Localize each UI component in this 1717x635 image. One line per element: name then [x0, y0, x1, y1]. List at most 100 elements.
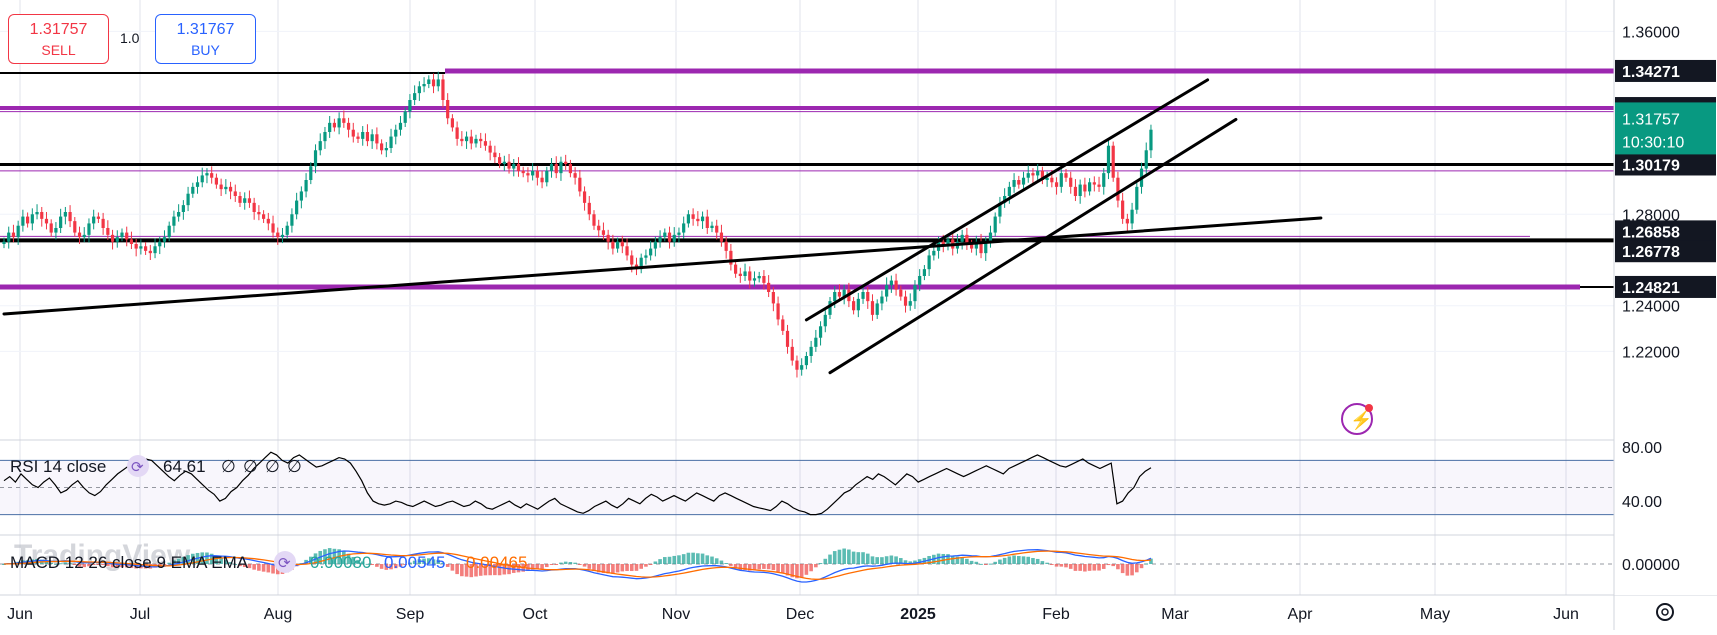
macd-hist-bar	[205, 552, 209, 564]
trendline-2[interactable]	[828, 117, 1238, 375]
alert-icon[interactable]: ⚡	[1341, 403, 1373, 435]
buy-button[interactable]: 1.31767 BUY	[155, 14, 256, 64]
candle	[719, 224, 724, 247]
macd-hist-bar	[1120, 564, 1125, 574]
candle	[63, 206, 67, 225]
macd-title: MACD 12 26 close 9 EMA EMA	[10, 553, 249, 572]
macd-hist-bar	[814, 564, 818, 568]
candle	[1135, 182, 1139, 214]
time-axis[interactable]: Jun Jul Aug Sep Oct Nov Dec 2025 Feb Mar Apr May Jun	[7, 603, 1674, 623]
candle	[73, 217, 77, 237]
sell-button[interactable]: 1.31757 SELL	[8, 14, 109, 64]
candle	[413, 85, 417, 106]
candle	[965, 228, 969, 250]
rsi-settings-icon[interactable]: ⟳	[127, 455, 149, 477]
macd-hist-bar	[785, 564, 790, 576]
trendline-1[interactable]	[804, 78, 1210, 322]
candle	[271, 215, 275, 238]
candle	[880, 290, 884, 311]
macd-hist-bar	[1064, 564, 1068, 568]
macd-hist-bar	[776, 564, 780, 572]
candle	[384, 142, 388, 158]
candle	[1012, 173, 1016, 193]
macd-hist-bar	[238, 564, 242, 567]
rsi-pane[interactable]	[0, 451, 1614, 516]
macd-hist-bar	[360, 561, 365, 564]
trendlines[interactable]	[2, 78, 1323, 375]
macd-hist-bar	[1012, 555, 1016, 564]
candle	[92, 209, 96, 230]
macd-hist-bar	[96, 564, 101, 565]
trendline-0[interactable]	[2, 216, 1323, 316]
candle	[998, 196, 1002, 224]
candle	[398, 116, 403, 136]
candle	[535, 165, 539, 186]
macd-hist-bar	[889, 555, 894, 564]
candle	[446, 93, 450, 125]
candle	[153, 238, 157, 259]
macd-hist-bar	[799, 564, 804, 578]
macd-hist-bar	[304, 559, 308, 564]
price-axis[interactable]: 1.360001.280001.240001.220001.342711.326…	[1613, 0, 1717, 630]
candle	[328, 116, 332, 138]
macd-hist-bar	[110, 564, 115, 568]
macd-hist-bar	[733, 564, 738, 569]
macd-hist-bar	[757, 564, 761, 570]
candle	[106, 220, 110, 240]
macd-hist-bar	[167, 562, 171, 564]
macd-hist-bar	[87, 564, 91, 567]
macd-hist-value: 0.00080	[310, 553, 371, 572]
macd-hist-bar	[535, 564, 540, 570]
macd-hist-bar	[578, 564, 582, 565]
macd-hist-bar	[842, 548, 846, 564]
macd-hist-bar	[228, 562, 233, 564]
macd-hist-bar	[1087, 564, 1092, 571]
candle	[1092, 176, 1096, 192]
macd-hist-bar	[634, 564, 639, 571]
gear-icon[interactable]	[1656, 603, 1674, 621]
macd-settings-icon[interactable]: ⟳	[274, 551, 296, 573]
macd-pane[interactable]	[0, 548, 1614, 583]
candle	[752, 271, 757, 287]
candle	[531, 163, 535, 181]
candle	[285, 221, 289, 239]
macd-hist-bar	[162, 564, 167, 565]
macd-hist-bar	[1035, 558, 1040, 564]
candle	[771, 286, 775, 312]
order-quantity[interactable]: 1.0	[120, 30, 140, 46]
macd-hist-bar	[54, 563, 58, 565]
level-price-tag	[1615, 275, 1716, 298]
candle	[11, 224, 16, 243]
candle	[427, 75, 431, 89]
macd-hist-bar	[653, 561, 658, 564]
macd-hist-bar	[894, 556, 898, 564]
candle	[852, 297, 856, 315]
candle	[1036, 164, 1040, 182]
macd-hist-bar	[393, 564, 398, 569]
macd-hist-bar	[445, 564, 450, 567]
candlestick-series[interactable]	[2, 71, 1153, 378]
macd-hist-bar	[974, 561, 979, 564]
candle	[304, 173, 308, 198]
macd-hist-bar	[469, 564, 474, 578]
candle	[776, 296, 780, 326]
macd-hist-bar	[1092, 564, 1097, 571]
macd-hist-bar	[667, 556, 672, 564]
candle	[639, 253, 643, 274]
macd-hist-bar	[979, 563, 983, 565]
candle	[7, 226, 11, 249]
candle	[356, 132, 360, 143]
macd-hist-bar	[988, 563, 993, 565]
macd-hist-bar	[1135, 564, 1139, 573]
price-tick-label: 1.24000	[1622, 299, 1680, 316]
macd-hist-bar	[1031, 558, 1035, 564]
macd-hist-bar	[120, 564, 124, 568]
candle	[224, 179, 228, 195]
candle	[653, 236, 657, 257]
current-price-text: 1.31757	[1622, 111, 1680, 128]
macd-hist-bar	[606, 564, 610, 574]
macd-hist-bar	[596, 564, 601, 573]
candle	[49, 219, 53, 237]
